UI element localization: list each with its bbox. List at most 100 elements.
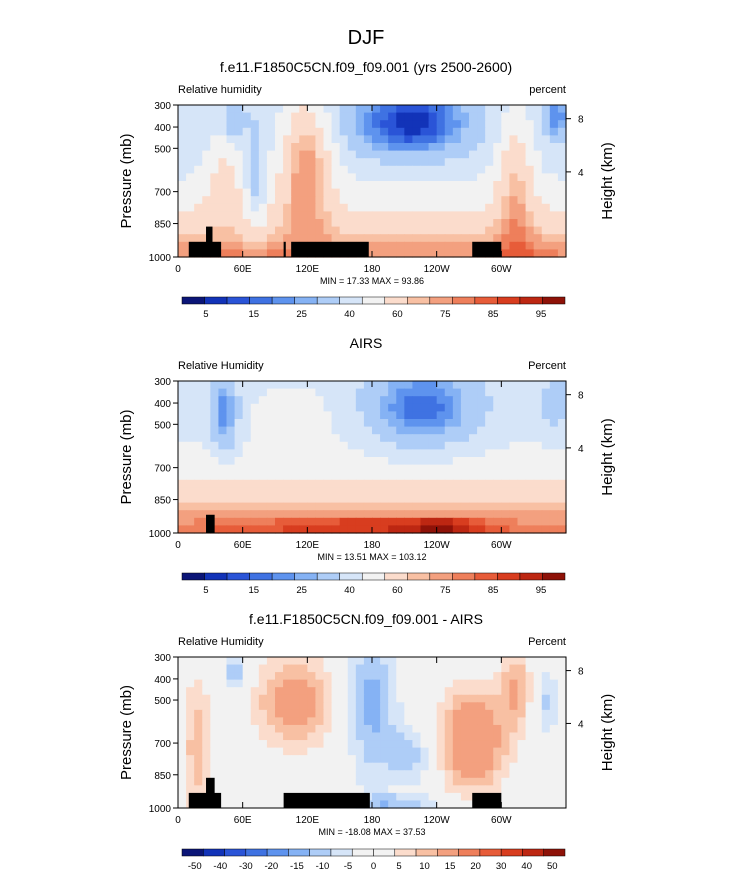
heatmap-cell (202, 770, 211, 779)
heatmap-cell (372, 464, 381, 473)
y-axis-title: Pressure (mb) (118, 409, 135, 504)
heatmap-cell (178, 479, 187, 488)
heatmap-cell (234, 150, 244, 159)
heatmap-cell (460, 396, 470, 405)
heatmap-cell (388, 434, 397, 443)
heatmap-cell (355, 234, 365, 243)
heatmap-cell (347, 188, 357, 197)
heatmap-cell (509, 747, 519, 756)
heatmap-cell (428, 181, 438, 190)
heatmap-cell (509, 792, 519, 802)
heatmap-cell (469, 135, 478, 144)
heatmap-cell (323, 740, 333, 749)
heatmap-cell (234, 709, 244, 718)
heatmap-cell (380, 188, 389, 197)
heatmap-cell (283, 502, 292, 511)
heatmap-cell (412, 419, 422, 428)
heatmap-cell (485, 158, 494, 167)
heatmap-cell (307, 495, 317, 504)
heatmap-cell (509, 105, 519, 114)
heatmap-cell (283, 226, 292, 235)
heatmap-cell (541, 724, 551, 734)
heatmap-cell (372, 203, 381, 212)
heatmap-cell (412, 694, 422, 703)
heatmap-cell (485, 388, 494, 397)
heatmap-cell (436, 762, 446, 771)
heatmap-cell (283, 188, 292, 197)
heatmap-cell (501, 487, 511, 496)
heatmap-cell (388, 755, 397, 764)
heatmap-cell (218, 449, 228, 458)
heatmap-cell (226, 525, 236, 534)
heatmap-cell (355, 127, 365, 136)
heatmap-cell (509, 702, 519, 711)
heatmap-cell (178, 158, 187, 167)
heatmap-cell (266, 724, 276, 734)
heatmap-cell (234, 249, 244, 258)
heatmap-cell (363, 135, 373, 144)
heatmap-cell (315, 755, 325, 764)
heatmap-cell (234, 396, 244, 405)
heatmap-cell (323, 732, 333, 741)
heatmap-cell (460, 203, 470, 212)
heatmap-cell (428, 717, 438, 726)
heatmap-cell (299, 664, 308, 673)
heatmap-cell (517, 785, 527, 794)
heatmap-cell (396, 732, 405, 741)
heatmap-cell (533, 777, 543, 786)
heatmap-cell (234, 702, 244, 711)
heatmap-cell (444, 219, 454, 228)
colorbar-swatch (394, 848, 417, 857)
heatmap-cell (234, 158, 244, 167)
y-tick-label: 500 (154, 696, 171, 707)
heatmap-cell (517, 165, 527, 174)
heatmap-cell (412, 495, 422, 504)
y2-tick-label: 4 (578, 168, 584, 179)
heatmap-cell (404, 120, 414, 129)
heatmap-cell (178, 487, 187, 496)
heatmap-cell (275, 173, 284, 182)
heatmap-cell (549, 755, 559, 764)
heatmap-cell (444, 457, 454, 466)
heatmap-cell (202, 709, 211, 718)
heatmap-cell (452, 441, 462, 450)
heatmap-cell (509, 487, 519, 496)
heatmap-cell (186, 694, 195, 703)
heatmap-cell (412, 479, 422, 488)
heatmap-cell (307, 694, 317, 703)
heatmap-cell (420, 709, 430, 718)
colorbar-swatch (294, 296, 318, 305)
heatmap-cell (331, 762, 341, 771)
heatmap-cell (331, 434, 341, 443)
heatmap-cell (355, 724, 365, 734)
heatmap-cell (202, 127, 211, 136)
heatmap-cell (533, 234, 543, 243)
heatmap-cell (186, 755, 195, 764)
heatmap-cell (533, 762, 543, 771)
heatmap-cell (186, 120, 195, 129)
colorbar-label: -30 (239, 861, 253, 872)
heatmap-cell (396, 181, 405, 190)
heatmap-cell (266, 441, 276, 450)
heatmap-cell (283, 777, 292, 786)
heatmap-cell (315, 188, 325, 197)
heatmap-cell (477, 426, 486, 435)
heatmap-cell (258, 747, 268, 756)
heatmap-cell (218, 211, 228, 220)
heatmap-cell (210, 464, 220, 473)
heatmap-cell (226, 120, 236, 129)
heatmap-cell (363, 449, 373, 458)
heatmap-cell (250, 747, 260, 756)
heatmap-cell (533, 457, 543, 466)
heatmap-cell (307, 143, 317, 152)
heatmap-cell (234, 120, 244, 129)
heatmap-cell (485, 181, 494, 190)
heatmap-cell (501, 226, 511, 235)
heatmap-cell (493, 732, 502, 741)
heatmap-cell (557, 219, 567, 228)
heatmap-cell (428, 403, 438, 412)
heatmap-cell (549, 672, 559, 681)
heatmap-cell (525, 449, 535, 458)
heatmap-cell (396, 419, 405, 428)
heatmap-cell (323, 457, 333, 466)
